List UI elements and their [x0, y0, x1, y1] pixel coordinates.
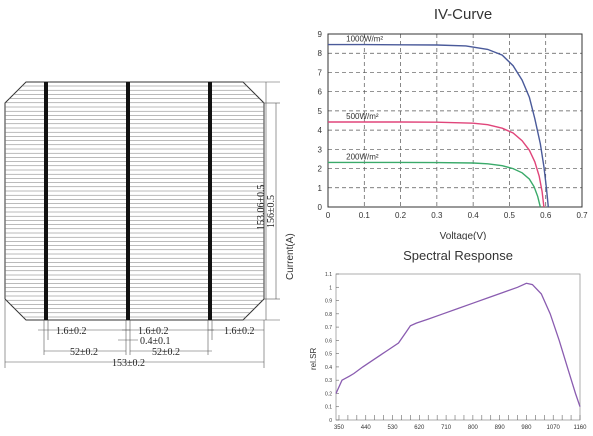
cell-dimension-drawing: 1.6±0.2 1.6±0.2 1.6±0.2 0.4±0.1 52±0.2 5… — [4, 81, 280, 369]
dim-busbar-pitch-left: 52±0.2 — [70, 347, 98, 358]
sr-x-tick-label: 530 — [388, 425, 399, 431]
iv-series-label-2: 200W/m² — [346, 152, 379, 161]
iv-x-tick-label: 0.1 — [359, 211, 371, 220]
sr-y-tick-label: 0.7 — [325, 325, 332, 331]
dim-busbar-pitch-right: 52±0.2 — [152, 347, 180, 358]
iv-series-group — [328, 43, 549, 208]
dim-tab-offset-right: 1.6±0.2 — [224, 326, 255, 337]
dim-busbar-width: 0.4±0.1 — [140, 336, 171, 347]
dim-tab-offset-middle: 1.6±0.2 — [138, 326, 169, 337]
iv-y-tick-label: 8 — [318, 49, 323, 58]
sr-x-tick-label: 710 — [441, 425, 452, 431]
iv-curve-chart: IV-Curve 0 0.1 0.2 0.3 0.4 0.5 0.6 0.7 0 1 2 3 4 5 6 7 8… — [318, 6, 589, 240]
dim-tab-offset-left: 1.6±0.2 — [56, 326, 87, 337]
iv-series-line-0 — [328, 43, 549, 208]
iv-axes: 0 0.1 0.2 0.3 0.4 0.5 0.6 0.7 0 1 2 3 4 5 6 7 8 9 — [318, 30, 589, 220]
sr-x-tick-label: 800 — [468, 425, 479, 431]
iv-x-axis-label: Voltage(V) — [440, 231, 487, 240]
sr-x-tick-label: 890 — [495, 425, 506, 431]
iv-x-tick-label: 0.3 — [431, 211, 443, 220]
iv-y-tick-label: 6 — [318, 88, 323, 97]
sr-x-tick-label: 980 — [521, 425, 532, 431]
iv-x-tick-label: 0.6 — [540, 211, 552, 220]
iv-y-axis-label: Current(A) — [285, 233, 296, 280]
sr-y-tick-label: 1.1 — [325, 272, 332, 278]
iv-x-tick-label: 0 — [326, 211, 331, 220]
iv-y-tick-label: 5 — [318, 107, 323, 116]
iv-y-tick-label: 7 — [318, 68, 323, 77]
extension-lines — [4, 81, 280, 368]
sr-y-tick-label: 0.3 — [325, 378, 332, 384]
iv-series-label-0: 1000W/m² — [346, 35, 383, 44]
sr-y-tick-label: 0.2 — [325, 391, 332, 397]
sr-y-axis-label: rel.SR — [309, 348, 318, 370]
sr-x-tick-label: 350 — [334, 425, 345, 431]
current-axis-label-wrap: Current(A) — [285, 233, 296, 280]
sr-y-tick-label: 1 — [329, 285, 332, 291]
dim-height-inner: 153.06±0.5 — [256, 185, 267, 231]
iv-series-line-1 — [328, 121, 545, 208]
iv-series-line-2 — [328, 161, 541, 208]
iv-series-labels: 1000W/m² 500W/m² 200W/m² — [346, 35, 383, 162]
dim-height-outer: 156±0.5 — [266, 195, 277, 228]
iv-y-tick-label: 1 — [318, 184, 323, 193]
iv-y-tick-label: 0 — [318, 203, 323, 212]
sr-y-tick-label: 0.1 — [325, 405, 332, 411]
iv-chart-title: IV-Curve — [434, 6, 492, 23]
sr-y-tick-label: 0.8 — [325, 312, 332, 318]
iv-y-tick-label: 4 — [318, 126, 323, 135]
sr-x-tick-label: 1070 — [547, 425, 561, 431]
busbar-right — [208, 82, 212, 320]
sr-y-tick-label: 0 — [329, 418, 332, 424]
sr-axes: 0 0.1 0.2 0.3 0.4 0.5 0.6 0.7 0.8 0.9 1 1.1 350 440 53… — [325, 272, 587, 431]
finger-lines — [5, 85, 264, 318]
sr-x-tick-label: 440 — [361, 425, 372, 431]
iv-y-tick-label: 3 — [318, 145, 323, 154]
iv-x-tick-label: 0.7 — [576, 211, 588, 220]
iv-x-tick-label: 0.2 — [395, 211, 407, 220]
busbar-middle — [126, 82, 130, 320]
busbar-left — [44, 82, 48, 320]
sr-y-tick-label: 0.9 — [325, 299, 332, 305]
iv-x-tick-label: 0.4 — [468, 211, 480, 220]
sr-series-group — [335, 282, 581, 407]
sr-chart-title: Spectral Response — [403, 248, 513, 263]
sr-x-tick-label: 1160 — [574, 425, 588, 431]
sr-series-line-0 — [335, 282, 581, 407]
cell-outline — [4, 81, 265, 321]
iv-x-tick-label: 0.5 — [504, 211, 516, 220]
iv-y-tick-label: 2 — [318, 165, 323, 174]
iv-series-label-1: 500W/m² — [346, 112, 379, 121]
sr-plot-frame — [335, 273, 581, 421]
spectral-response-chart: Spectral Response 0 0.1 0.2 0.3 0.4 0.5 0.6 0.7… — [309, 248, 587, 431]
dim-overall-width: 153±0.2 — [112, 358, 145, 369]
iv-y-tick-label: 9 — [318, 30, 323, 39]
sr-x-tick-label: 620 — [414, 425, 425, 431]
sr-y-tick-label: 0.5 — [325, 352, 332, 358]
sr-y-tick-label: 0.6 — [325, 338, 332, 344]
sr-y-tick-label: 0.4 — [325, 365, 332, 371]
iv-plot-frame — [327, 33, 583, 208]
